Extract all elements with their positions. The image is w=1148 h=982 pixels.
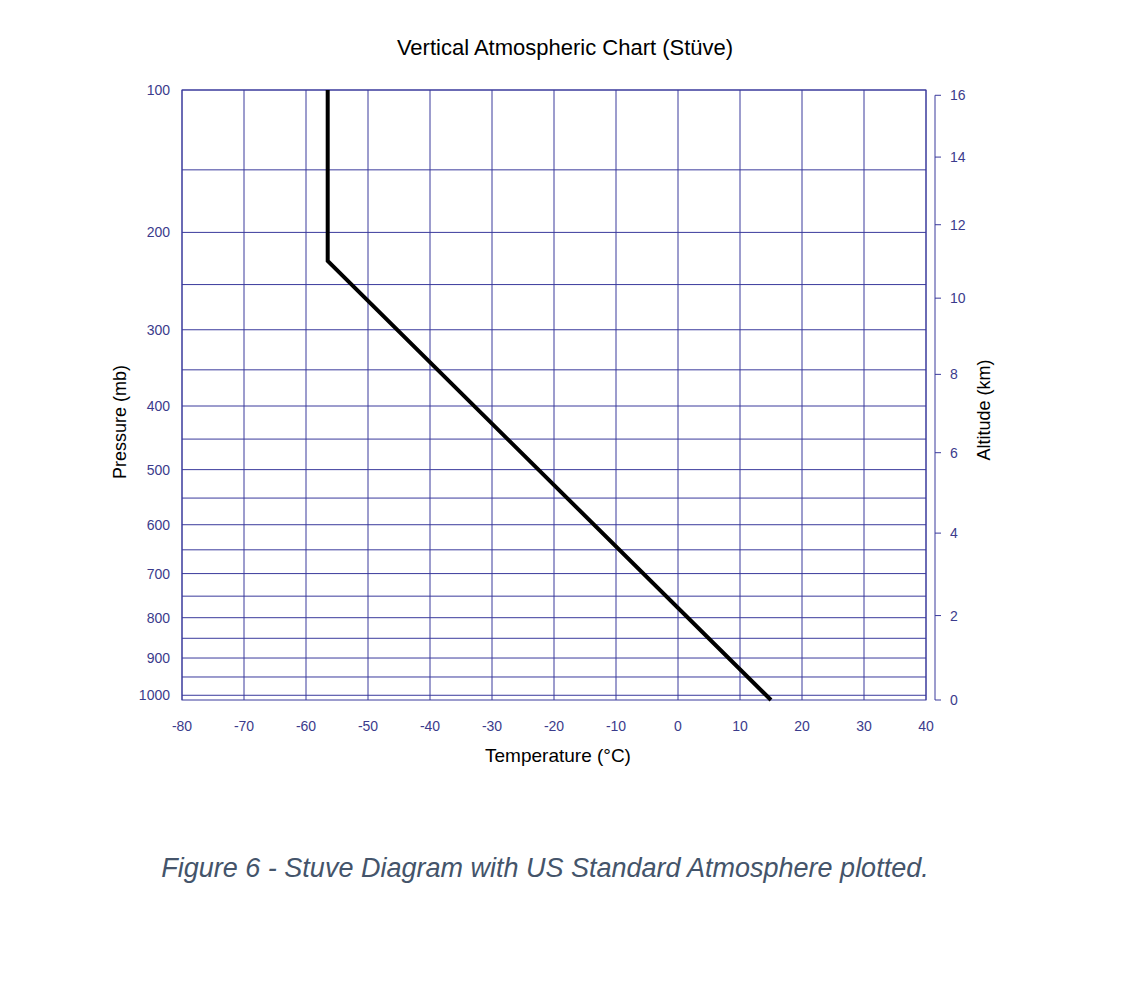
x-axis-label: Temperature (°C) — [485, 745, 631, 766]
plot-frame — [182, 90, 926, 700]
grid-line — [306, 90, 307, 700]
y-tick-label: 500 — [147, 462, 171, 478]
chart: Vertical Atmospheric Chart (Stüve) -80 -70… — [0, 0, 1148, 982]
minor-grid-line — [182, 676, 926, 677]
y2-axis-line — [935, 95, 936, 700]
x-tick-label: 40 — [918, 718, 934, 734]
y-tick-label: 300 — [147, 322, 171, 338]
grid-line — [182, 406, 926, 407]
minor-grid-line — [182, 369, 926, 370]
y-tick-label: 600 — [147, 517, 171, 533]
x-tick-label: 0 — [674, 718, 682, 734]
y-tick-label: 200 — [147, 224, 171, 240]
y2-tick — [935, 95, 941, 96]
y2-tick — [935, 452, 941, 453]
x-tick-label: -10 — [606, 718, 626, 734]
y2-tick-label: 16 — [950, 87, 966, 103]
y2-tick-label: 14 — [950, 149, 966, 165]
y2-tick — [935, 157, 941, 158]
grid — [182, 90, 926, 700]
y2-tick — [935, 615, 941, 616]
grid-line — [182, 524, 926, 525]
grid-line — [616, 90, 617, 700]
grid-line — [368, 90, 369, 700]
x-tick-label: -80 — [172, 718, 192, 734]
y2-tick — [935, 224, 941, 225]
grid-line — [182, 658, 926, 659]
minor-grid-line — [182, 638, 926, 639]
y2-tick-label: 4 — [950, 525, 958, 541]
title: Vertical Atmospheric Chart (Stüve) — [397, 35, 733, 60]
minor-grid-line — [182, 596, 926, 597]
minor-grid-line — [182, 549, 926, 550]
x-tick-label: 20 — [794, 718, 810, 734]
y2-tick-label: 10 — [950, 290, 966, 306]
minor-grid-line — [182, 284, 926, 285]
y2-tick-label: 0 — [950, 692, 958, 708]
y2-tick — [935, 533, 941, 534]
minor-grid-line — [182, 439, 926, 440]
y-tick-label: 400 — [147, 398, 171, 414]
x-tick-label: -70 — [234, 718, 254, 734]
minor-grid-line — [182, 169, 926, 170]
y-tick-label: 100 — [147, 82, 171, 98]
x-tick-label: 10 — [732, 718, 748, 734]
grid-line — [182, 573, 926, 574]
minor-grid-line — [182, 498, 926, 499]
grid-line — [740, 90, 741, 700]
chart-root: Vertical Atmospheric Chart (Stüve) -80 -70… — [0, 0, 1148, 982]
grid-line — [182, 695, 926, 696]
y2-tick-label: 8 — [950, 366, 958, 382]
y2-tick — [935, 298, 941, 299]
grid-line — [864, 90, 865, 700]
y-tick-label: 800 — [147, 610, 171, 626]
y2-tick-label: 12 — [950, 217, 966, 233]
grid-line — [182, 469, 926, 470]
y-axis-label: Pressure (mb) — [110, 365, 130, 479]
y-tick-label: 1000 — [139, 687, 170, 703]
data-group — [328, 90, 771, 700]
grid-line — [802, 90, 803, 700]
caption: Figure 6 - Stuve Diagram with US Standar… — [161, 853, 928, 883]
grid-line — [430, 90, 431, 700]
profile-line — [328, 90, 771, 700]
x-tick-label: -30 — [482, 718, 502, 734]
x-tick-label: -50 — [358, 718, 378, 734]
y2-tick — [935, 700, 941, 701]
grid-line — [492, 90, 493, 700]
grid-line — [554, 90, 555, 700]
x-tick-label: -60 — [296, 718, 316, 734]
x-tick-label: 30 — [856, 718, 872, 734]
y2-tick-label: 6 — [950, 445, 958, 461]
x-tick-label: -40 — [420, 718, 440, 734]
grid-line — [182, 329, 926, 330]
y2-tick-label: 2 — [950, 608, 958, 624]
x-tick-label: -20 — [544, 718, 564, 734]
y2-tick — [935, 374, 941, 375]
y-tick-label: 700 — [147, 566, 171, 582]
y2-axis-label: Altitude (km) — [974, 359, 994, 460]
grid-line — [182, 232, 926, 233]
grid-line — [182, 617, 926, 618]
grid-line — [244, 90, 245, 700]
y-tick-label: 900 — [147, 650, 171, 666]
